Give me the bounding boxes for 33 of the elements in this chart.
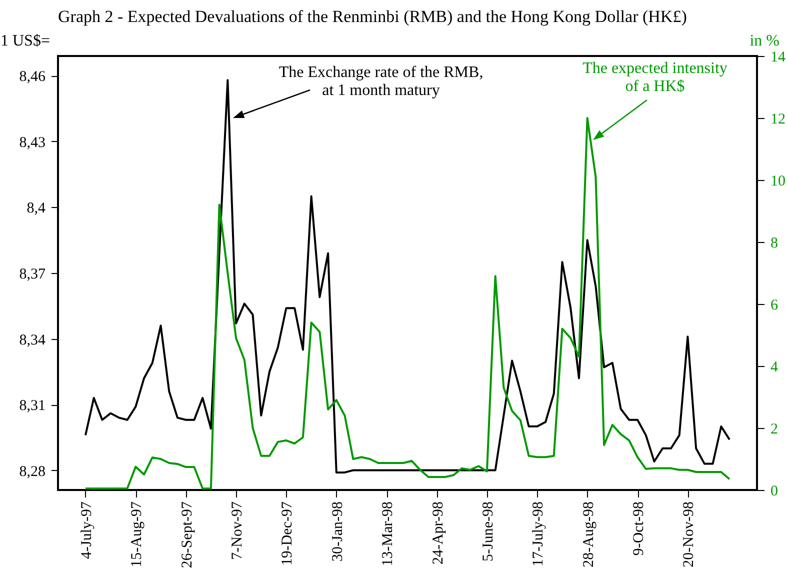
chart-title: Graph 2 - Expected Devaluations of the Renminbi (RMB) and the Hong Kong Dollar (HK£) xyxy=(58,7,687,26)
y2-tick-label: 14 xyxy=(770,50,786,66)
y2-tick-label: 0 xyxy=(770,484,778,500)
y-tick-label: 8,46 xyxy=(19,69,46,86)
x-tick-label: 24-Apr-98 xyxy=(430,502,446,565)
x-tick-label: 30-Jan-98 xyxy=(330,502,346,562)
y2-tick-label: 10 xyxy=(770,174,786,190)
x-tick-label: 26-Sept-97 xyxy=(179,501,196,568)
y-axis-title: 1 US$= xyxy=(0,32,50,50)
x-tick-label: 15-Aug-97 xyxy=(129,501,146,568)
x-tick-label: 17-July-98 xyxy=(530,502,547,566)
y-tick-label: 8,4 xyxy=(26,200,46,217)
annotation: The Exchange rate of the RMB, at 1 month matury xyxy=(278,64,484,99)
y-tick-label: 8,37 xyxy=(19,266,46,282)
y2-tick-label: 8 xyxy=(770,236,778,252)
y2-tick-label: 12 xyxy=(770,112,786,128)
x-tick-label: 28-Aug-98 xyxy=(580,502,597,568)
x-tick-label: 19-Dec-97 xyxy=(280,501,296,566)
y2-tick-label: 6 xyxy=(770,298,778,314)
y-tick-label: 8,28 xyxy=(19,464,46,480)
x-tick-label: 4-July-97 xyxy=(78,501,95,559)
x-tick-label: 7-Nov-97 xyxy=(230,501,246,560)
y-tick-label: 8,43 xyxy=(19,134,46,151)
x-tick-label: 9-Oct-98 xyxy=(631,502,648,556)
y-tick-label: 8,31 xyxy=(19,398,46,414)
x-tick-label: 13-Mar-98 xyxy=(380,502,396,566)
y2-axis-title: in % xyxy=(750,32,780,50)
y-tick-label: 8,34 xyxy=(19,332,46,348)
annotation: The expected intensity of a HK$ xyxy=(582,60,728,95)
y2-tick-label: 4 xyxy=(770,360,778,376)
x-tick-label: 20-Nov-98 xyxy=(681,502,698,568)
x-tick-label: 5-June-98 xyxy=(480,502,496,562)
y2-tick-label: 2 xyxy=(770,422,778,438)
